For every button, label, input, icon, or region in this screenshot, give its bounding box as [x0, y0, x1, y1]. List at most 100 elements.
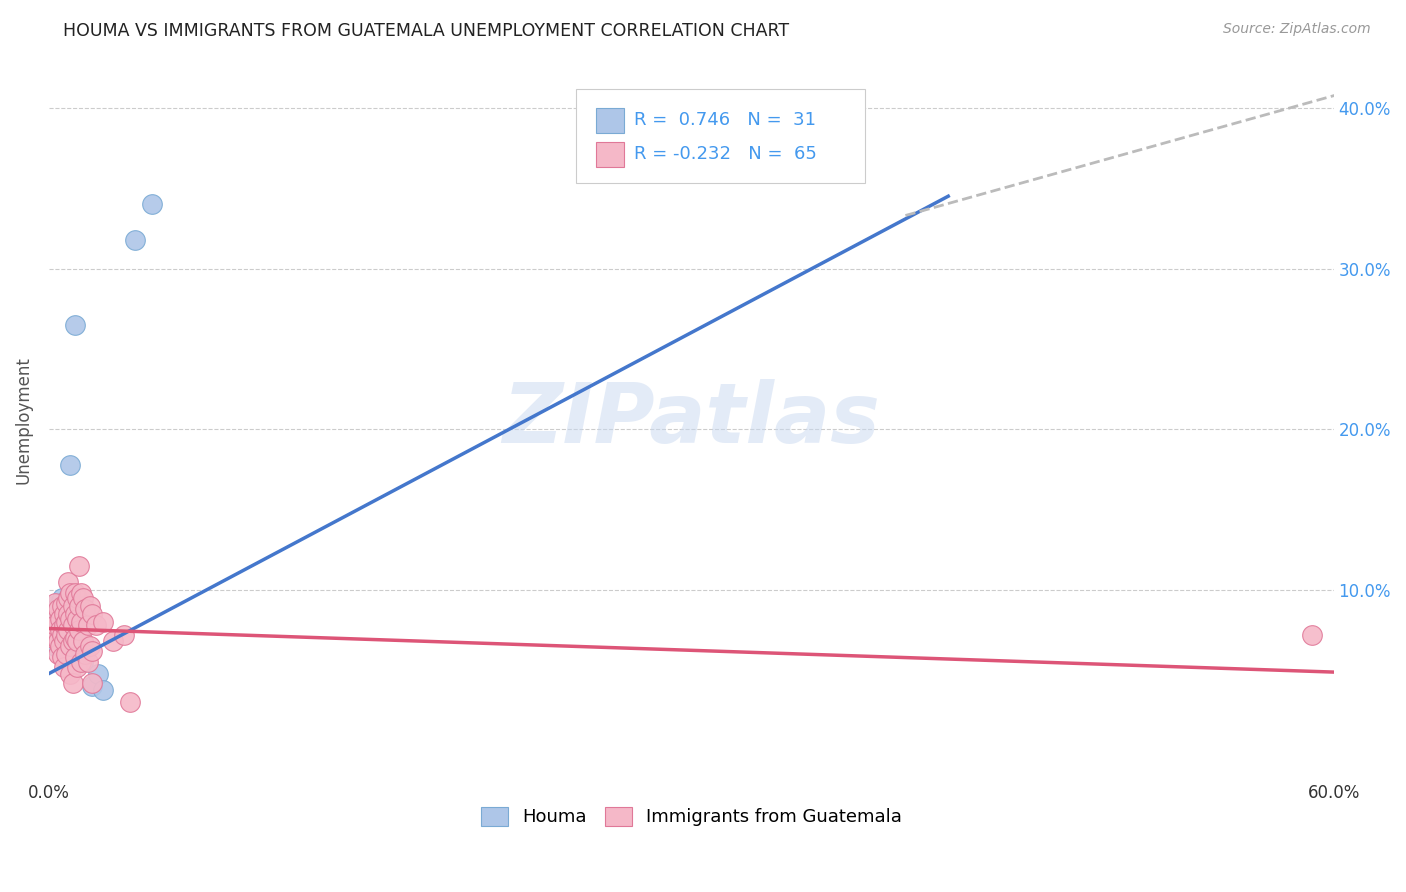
Point: [72, 655, 94, 669]
Point: [58, 623, 80, 637]
Point: [46, 607, 69, 621]
Point: [76, 655, 98, 669]
Point: [1301, 628, 1323, 642]
Point: [46, 626, 69, 640]
Point: [44, 618, 66, 632]
Point: [51, 591, 73, 605]
Point: [59, 586, 82, 600]
Point: [80, 607, 103, 621]
Point: [63, 318, 86, 332]
Point: [59, 602, 82, 616]
Point: [48, 612, 70, 626]
Text: Source: ZipAtlas.com: Source: ZipAtlas.com: [1223, 22, 1371, 37]
Point: [52, 615, 75, 629]
Point: [48, 596, 70, 610]
Point: [124, 233, 146, 247]
Point: [67, 623, 90, 637]
Point: [120, 696, 142, 710]
Point: [66, 639, 89, 653]
Point: [52, 628, 75, 642]
Point: [39, 612, 62, 626]
Point: [62, 676, 84, 690]
Point: [70, 615, 93, 629]
Legend: Houma, Immigrants from Guatemala: Houma, Immigrants from Guatemala: [471, 798, 911, 836]
Point: [55, 615, 77, 629]
Point: [70, 650, 93, 665]
Point: [46, 634, 69, 648]
Point: [58, 574, 80, 589]
Point: [44, 602, 66, 616]
Point: [51, 628, 73, 642]
Point: [44, 618, 66, 632]
Point: [58, 607, 80, 621]
Point: [58, 591, 80, 605]
Point: [80, 680, 103, 694]
Point: [52, 618, 75, 632]
Point: [80, 644, 103, 658]
Point: [48, 623, 70, 637]
Point: [66, 612, 89, 626]
Point: [87, 666, 110, 681]
Point: [55, 596, 77, 610]
Point: [48, 639, 70, 653]
Point: [70, 655, 93, 669]
Point: [46, 602, 69, 616]
Point: [51, 599, 73, 613]
Point: [58, 647, 80, 661]
Point: [112, 628, 135, 642]
Point: [80, 676, 103, 690]
Point: [79, 599, 101, 613]
Point: [44, 639, 66, 653]
Point: [59, 458, 82, 472]
Point: [72, 591, 94, 605]
Point: [52, 660, 75, 674]
Point: [51, 650, 73, 665]
Text: R =  0.746   N =  31: R = 0.746 N = 31: [634, 112, 815, 129]
Point: [66, 660, 89, 674]
Point: [59, 612, 82, 626]
Text: R = -0.232   N =  65: R = -0.232 N = 65: [634, 145, 817, 163]
Point: [67, 599, 90, 613]
Point: [63, 607, 86, 621]
Point: [66, 634, 89, 648]
Point: [63, 631, 86, 645]
Point: [39, 623, 62, 637]
Point: [58, 591, 80, 605]
Point: [62, 615, 84, 629]
Point: [79, 639, 101, 653]
Point: [44, 596, 66, 610]
Point: [76, 618, 98, 632]
Point: [42, 599, 65, 613]
Point: [62, 599, 84, 613]
Point: [42, 623, 65, 637]
Point: [48, 612, 70, 626]
Point: [62, 618, 84, 632]
Point: [42, 631, 65, 645]
Point: [141, 197, 163, 211]
Point: [55, 647, 77, 661]
Point: [59, 639, 82, 653]
Point: [59, 666, 82, 681]
Point: [42, 612, 65, 626]
Point: [52, 607, 75, 621]
Point: [52, 634, 75, 648]
Point: [75, 647, 97, 661]
Point: [70, 586, 93, 600]
Point: [55, 634, 77, 648]
Point: [63, 650, 86, 665]
Text: HOUMA VS IMMIGRANTS FROM GUATEMALA UNEMPLOYMENT CORRELATION CHART: HOUMA VS IMMIGRANTS FROM GUATEMALA UNEMP…: [63, 22, 789, 40]
Point: [51, 634, 73, 648]
Point: [72, 634, 94, 648]
Point: [46, 647, 69, 661]
Point: [55, 607, 77, 621]
Point: [62, 634, 84, 648]
Point: [75, 602, 97, 616]
Y-axis label: Unemployment: Unemployment: [15, 356, 32, 483]
Point: [66, 591, 89, 605]
Text: ZIPatlas: ZIPatlas: [502, 379, 880, 460]
Point: [103, 634, 125, 648]
Point: [63, 626, 86, 640]
Point: [91, 615, 114, 629]
Point: [67, 558, 90, 573]
Point: [63, 586, 86, 600]
